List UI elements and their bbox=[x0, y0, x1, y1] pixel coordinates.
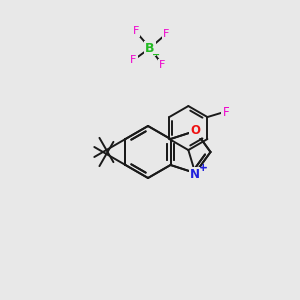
Text: F: F bbox=[222, 106, 229, 119]
Text: O: O bbox=[190, 124, 200, 137]
Text: F: F bbox=[163, 29, 170, 39]
Text: F: F bbox=[159, 59, 165, 70]
Text: +: + bbox=[199, 163, 208, 173]
Text: +: + bbox=[199, 163, 208, 173]
Text: −: − bbox=[152, 50, 160, 60]
Text: B: B bbox=[145, 41, 155, 55]
Text: N: N bbox=[190, 167, 200, 181]
Text: N: N bbox=[190, 167, 200, 181]
Text: F: F bbox=[130, 55, 137, 65]
Text: F: F bbox=[222, 106, 229, 119]
Text: F: F bbox=[133, 26, 139, 37]
Text: O: O bbox=[190, 124, 200, 137]
